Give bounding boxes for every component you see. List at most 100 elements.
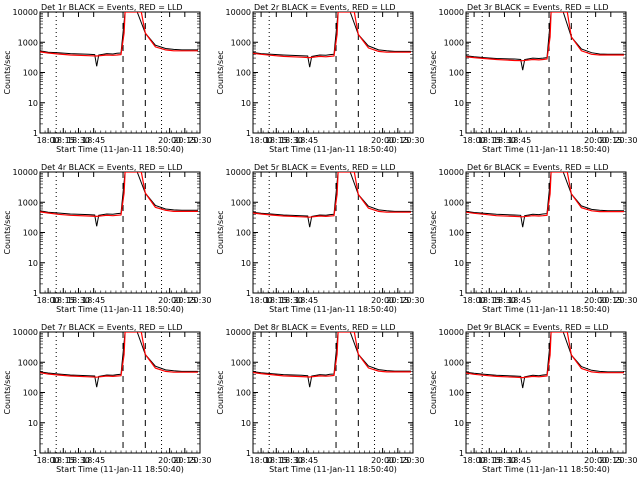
x-tick-label: 18:00: [250, 136, 273, 145]
x-axis-label: Start Time (11-Jan-11 18:50:40): [56, 465, 184, 474]
y-tick-label: 1000: [18, 38, 38, 47]
plot-frame: [39, 171, 201, 294]
series-line-lld: [466, 332, 624, 379]
y-tick-label: 10000: [226, 8, 251, 17]
x-tick-label: 20:15: [173, 136, 196, 145]
plot-frame: [465, 11, 627, 134]
series-line-lld: [40, 172, 198, 218]
x-tick-label: 20:15: [386, 136, 409, 145]
x-tick-label: 20:15: [599, 456, 622, 465]
x-axis-label: Start Time (11-Jan-11 18:50:40): [482, 465, 610, 474]
y-tick-label: 100: [236, 389, 251, 398]
x-axis-label: Start Time (11-Jan-11 18:50:40): [56, 305, 184, 314]
x-tick-label: 18:45: [295, 456, 318, 465]
x-tick-label: 20:00: [584, 136, 607, 145]
x-tick-label: 20:30: [188, 136, 211, 145]
x-axis-label: Start Time (11-Jan-11 18:50:40): [56, 145, 184, 154]
x-axis-label: Start Time (11-Jan-11 18:50:40): [269, 305, 397, 314]
y-tick-label: 100: [449, 389, 464, 398]
x-tick-label: 18:30: [493, 456, 516, 465]
x-tick-label: 18:00: [250, 456, 273, 465]
y-tick-label: 1000: [444, 358, 464, 367]
x-tick-label: 18:45: [82, 136, 105, 145]
detector-panel-6: Det 6r BLACK = Events, RED = LLD 1 10 100 10…: [429, 163, 638, 314]
x-tick-label: 20:00: [584, 456, 607, 465]
y-tick-label: 10: [28, 259, 38, 268]
plot-frame: [39, 11, 201, 134]
panel-title: Det 6r BLACK = Events, RED = LLD: [467, 163, 609, 172]
plot-frame: [465, 331, 627, 454]
plot-frame: [252, 331, 414, 454]
panel-title: Det 4r BLACK = Events, RED = LLD: [41, 163, 183, 172]
plot-frame: [252, 11, 414, 134]
panel-title: Det 2r BLACK = Events, RED = LLD: [254, 3, 396, 12]
x-tick-label: 20:30: [614, 456, 637, 465]
x-tick-label: 20:15: [173, 296, 196, 305]
x-tick-label: 20:30: [401, 136, 424, 145]
x-tick-label: 20:00: [158, 456, 181, 465]
y-tick-label: 1000: [231, 358, 251, 367]
plot-frame: [39, 331, 201, 454]
y-tick-label: 10000: [13, 8, 38, 17]
x-tick-label: 20:15: [599, 136, 622, 145]
y-tick-label: 1: [459, 449, 464, 458]
detector-panel-5: Det 5r BLACK = Events, RED = LLD 1 10 100 10…: [216, 163, 425, 314]
x-tick-label: 20:30: [401, 456, 424, 465]
detector-panel-1: Det 1r BLACK = Events, RED = LLD 1 10 100 10…: [3, 3, 212, 154]
detector-panel-2: Det 2r BLACK = Events, RED = LLD 1 10 100 10…: [216, 3, 425, 154]
y-axis-label: Counts/sec: [216, 210, 225, 254]
series-line-events: [253, 332, 411, 388]
x-tick-label: 18:30: [67, 456, 90, 465]
plot-frame: [252, 171, 414, 294]
y-tick-label: 1: [33, 129, 38, 138]
y-tick-label: 1: [33, 289, 38, 298]
y-axis-label: Counts/sec: [216, 50, 225, 94]
y-tick-label: 100: [449, 229, 464, 238]
series-line-events: [466, 12, 624, 71]
y-tick-label: 10000: [13, 328, 38, 337]
x-tick-label: 18:45: [508, 136, 531, 145]
x-tick-label: 20:00: [371, 296, 394, 305]
y-axis-label: Counts/sec: [3, 370, 12, 414]
y-tick-label: 1: [246, 289, 251, 298]
y-tick-label: 1000: [18, 198, 38, 207]
x-tick-label: 20:30: [188, 296, 211, 305]
x-tick-label: 18:15: [265, 456, 288, 465]
x-tick-label: 18:45: [82, 456, 105, 465]
x-tick-label: 18:00: [463, 296, 486, 305]
x-tick-label: 18:30: [67, 296, 90, 305]
y-tick-label: 100: [23, 229, 38, 238]
y-tick-label: 10: [454, 259, 464, 268]
x-tick-label: 18:00: [250, 296, 273, 305]
x-tick-label: 20:15: [386, 456, 409, 465]
x-tick-label: 18:00: [463, 136, 486, 145]
y-tick-label: 100: [236, 69, 251, 78]
series-line-events: [40, 332, 198, 388]
x-tick-label: 20:30: [401, 296, 424, 305]
x-tick-label: 20:00: [584, 296, 607, 305]
x-tick-label: 20:30: [614, 296, 637, 305]
x-axis-label: Start Time (11-Jan-11 18:50:40): [269, 465, 397, 474]
x-tick-label: 20:00: [371, 456, 394, 465]
x-tick-label: 18:15: [52, 456, 75, 465]
series-line-events: [253, 12, 411, 68]
series-line-events: [40, 172, 198, 227]
y-tick-label: 10: [241, 259, 251, 268]
series-line-events: [466, 332, 624, 389]
y-tick-label: 10: [28, 419, 38, 428]
y-axis-label: Counts/sec: [216, 370, 225, 414]
y-tick-label: 10000: [13, 168, 38, 177]
series-line-lld: [253, 12, 411, 59]
x-tick-label: 20:00: [371, 136, 394, 145]
y-tick-label: 1: [33, 449, 38, 458]
x-tick-label: 20:00: [158, 136, 181, 145]
x-tick-label: 18:30: [280, 136, 303, 145]
x-tick-label: 18:45: [295, 296, 318, 305]
detector-panel-8: Det 8r BLACK = Events, RED = LLD 1 10 100 10…: [216, 323, 425, 474]
series-line-events: [253, 172, 411, 228]
y-axis-label: Counts/sec: [3, 50, 12, 94]
y-tick-label: 1: [246, 129, 251, 138]
y-tick-label: 10000: [439, 168, 464, 177]
series-line-lld: [253, 332, 411, 378]
y-tick-label: 10: [454, 99, 464, 108]
